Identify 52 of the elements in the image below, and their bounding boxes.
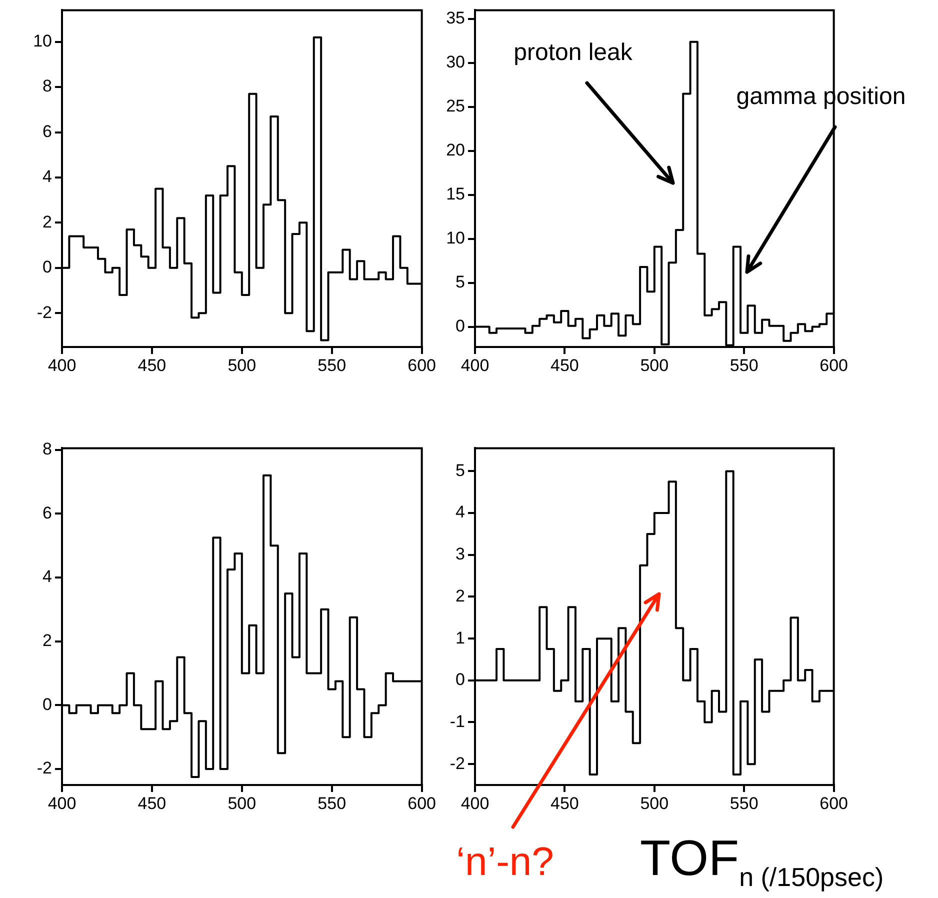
x-tick-label: 450 (550, 356, 579, 375)
x-tick-label: 600 (408, 794, 436, 813)
y-tick-label: 0 (456, 670, 465, 690)
y-tick-label: 2 (42, 631, 52, 650)
y-tick-label: 30 (446, 52, 465, 72)
y-tick-label: 5 (456, 272, 465, 292)
y-tick-label: 0 (42, 694, 52, 714)
x-tick-label: 550 (318, 356, 346, 375)
y-tick-label: 1 (456, 628, 465, 648)
y-tick-label: 8 (42, 439, 52, 458)
x-tick-label: 600 (408, 356, 436, 375)
x-tick-label: 550 (730, 794, 758, 813)
x-tick-label: 500 (228, 356, 256, 375)
y-tick-label: 5 (456, 460, 465, 480)
x-tick-label: 500 (640, 794, 669, 813)
x-tick-label: 600 (820, 794, 848, 813)
y-tick-label: 4 (42, 167, 52, 186)
y-tick-label: -1 (450, 712, 465, 731)
y-tick-label: 0 (42, 258, 52, 277)
y-tick-label: 20 (446, 140, 465, 160)
y-tick-label: 10 (33, 32, 52, 51)
x-tick-label: 500 (228, 794, 256, 813)
y-tick-label: 4 (42, 567, 52, 586)
x-tick-label: 400 (48, 794, 76, 813)
y-tick-label: 10 (446, 228, 465, 248)
y-tick-label: 0 (456, 316, 465, 336)
y-tick-label: 6 (42, 503, 52, 522)
y-tick-label: -2 (36, 302, 52, 322)
x-tick-label: 400 (460, 356, 490, 375)
annotation: proton leak (514, 39, 632, 66)
x-tick-label: 400 (48, 356, 76, 375)
y-tick-label: 3 (456, 544, 465, 564)
y-tick-label: 15 (446, 184, 465, 204)
y-tick-label: 25 (446, 96, 465, 116)
y-tick-label: 4 (456, 502, 465, 522)
y-tick-label: -2 (36, 758, 52, 778)
y-tick-label: 35 (446, 8, 465, 28)
x-tick-label: 500 (640, 356, 669, 375)
text: ‘n’-n? (456, 840, 554, 884)
y-tick-label: 6 (42, 122, 52, 141)
x-tick-label: 550 (730, 356, 758, 375)
x-axis-title: TOF$_{n (/150psec)}$ (640, 830, 884, 892)
y-tick-label: 2 (42, 212, 52, 232)
x-tick-label: 600 (820, 356, 848, 375)
x-tick-label: 550 (318, 794, 346, 813)
y-tick-label: -2 (450, 754, 465, 773)
y-tick-label: 2 (456, 586, 465, 606)
x-tick-label: 450 (550, 794, 579, 813)
y-tick-label: 8 (42, 76, 52, 96)
x-tick-label: 450 (138, 356, 166, 375)
x-tick-label: 400 (460, 794, 490, 813)
x-tick-label: 450 (138, 794, 166, 813)
